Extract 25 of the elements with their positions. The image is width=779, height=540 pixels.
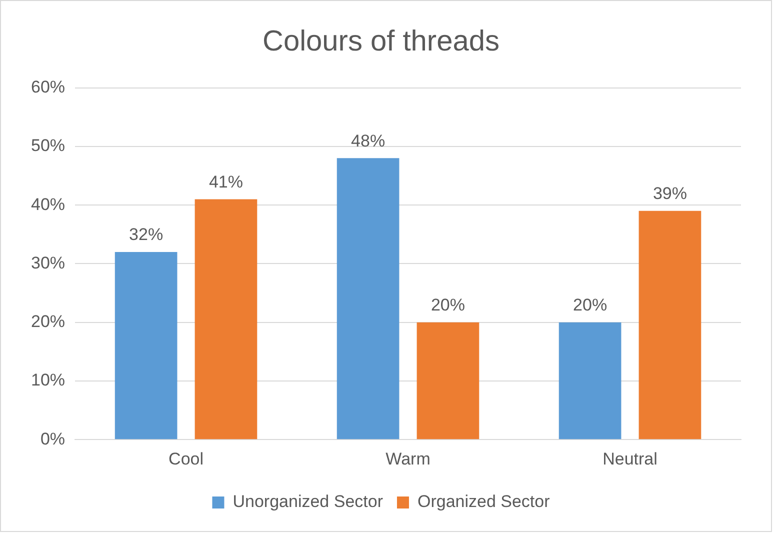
y-tick-label: 50% <box>30 136 66 156</box>
x-tick-label: Warm <box>386 449 430 468</box>
bar <box>194 199 258 440</box>
legend-label: Unorganized Sector <box>232 492 384 512</box>
bar <box>558 322 622 440</box>
x-tick-label: Neutral <box>602 449 658 468</box>
bar <box>114 252 178 440</box>
data-label: 48% <box>351 131 386 150</box>
y-tick-label: 0% <box>40 429 66 448</box>
data-label: 20% <box>573 296 608 315</box>
data-label: 32% <box>129 225 164 244</box>
y-tick-label: 10% <box>30 370 66 390</box>
data-label: 39% <box>652 184 687 204</box>
data-label: 41% <box>208 172 243 192</box>
bar <box>416 322 480 440</box>
chart-title: Colours of threads <box>262 25 500 58</box>
x-tick-label: Cool <box>168 449 204 468</box>
bar <box>638 210 702 440</box>
data-label: 20% <box>430 296 465 315</box>
y-tick-label: 40% <box>30 194 66 214</box>
legend-label: Organized Sector <box>417 492 550 512</box>
y-tick-label: 60% <box>30 77 66 96</box>
y-tick-label: 30% <box>30 253 66 272</box>
y-tick-label: 20% <box>30 312 66 332</box>
bar <box>336 158 400 440</box>
